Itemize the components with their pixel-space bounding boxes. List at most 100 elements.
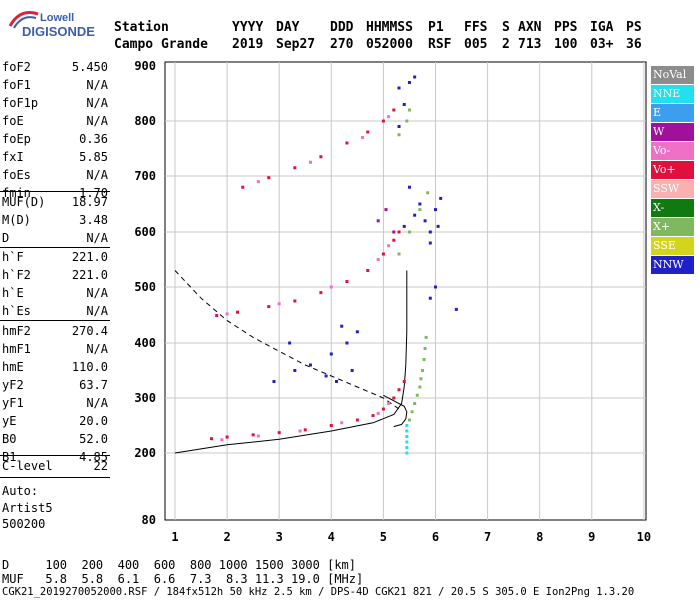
echo-point — [407, 418, 411, 422]
x-tick-label: 1 — [171, 530, 178, 544]
param-name: B1 — [2, 450, 17, 464]
echo-point — [256, 434, 260, 438]
echo-point — [397, 133, 401, 137]
echo-point — [376, 411, 380, 415]
param-row: fxI 5.85 — [2, 150, 108, 168]
echo-point — [454, 307, 458, 311]
param-value: 1.70 — [79, 186, 108, 200]
echo-point — [402, 103, 406, 106]
echo-point — [225, 312, 229, 316]
param-name: yF1 — [2, 396, 24, 410]
legend-item: Vo+ — [651, 161, 694, 179]
header-ffs-label: FFS — [464, 20, 488, 35]
param-row: hmF1 N/A — [2, 342, 108, 360]
param-name: M(D) — [2, 213, 31, 227]
param-row: foF1p N/A — [2, 96, 108, 114]
echo-point — [426, 191, 430, 195]
divider — [0, 455, 110, 456]
echo-point — [277, 302, 281, 306]
model-curves — [174, 270, 408, 454]
param-value: N/A — [86, 168, 108, 182]
echo-point — [402, 224, 406, 228]
digisonde-logo-icon — [8, 11, 39, 29]
param-name: h`F — [2, 250, 24, 264]
param-row: C-level 22 — [2, 459, 108, 477]
y-axis: 80 200 300 400 500 600 700 800 900 — [134, 59, 156, 527]
echo-point — [335, 380, 339, 383]
echo-point — [407, 230, 411, 234]
param-value: 270.4 — [71, 324, 108, 338]
echo-point — [256, 180, 260, 184]
param-value: N/A — [86, 286, 108, 300]
param-value: N/A — [86, 342, 108, 356]
param-row: h`F 221.0 — [2, 250, 108, 268]
header-p1-label: P1 — [428, 20, 444, 35]
echo-point — [381, 407, 385, 411]
echo-point — [405, 451, 409, 455]
echo-point — [345, 341, 349, 345]
param-value: 5.85 — [79, 150, 108, 164]
param-row: foF2 5.450 — [2, 60, 108, 78]
auto-code: 500200 — [2, 517, 46, 531]
echo-point — [387, 115, 391, 119]
x-tick-label: 10 — [637, 530, 651, 544]
y-tick-label: 300 — [134, 391, 156, 405]
param-row: hmF2 270.4 — [2, 324, 108, 342]
header-ddd-label: DDD — [330, 20, 354, 35]
muf-row: MUF 5.8 5.8 6.1 6.6 7.3 8.3 11.3 19.0 [M… — [2, 572, 364, 586]
param-value: N/A — [86, 304, 108, 318]
header-s-value: 2 — [502, 37, 510, 52]
legend-item: SSW — [651, 180, 694, 198]
param-row: h`F2 221.0 — [2, 268, 108, 286]
echo-point — [366, 269, 370, 272]
grid — [165, 62, 646, 520]
echo-point — [272, 380, 276, 383]
echo-point — [418, 208, 422, 212]
echo-point — [308, 160, 312, 164]
distance-row: D 100 200 400 600 800 1000 1500 3000 [km… — [2, 558, 357, 572]
echo-point — [410, 410, 414, 414]
header-ps-label: PS — [626, 20, 642, 35]
echo-point — [319, 291, 323, 295]
param-value: N/A — [86, 96, 108, 110]
echo-point — [413, 213, 417, 217]
echo-point — [407, 108, 411, 112]
echo-point — [419, 377, 423, 381]
legend-item: X+ — [651, 218, 694, 236]
param-row: B0 52.0 — [2, 432, 108, 450]
param-row: M(D) 3.48 — [2, 213, 108, 231]
param-name: yE — [2, 414, 17, 428]
echo-point — [407, 185, 411, 189]
x-tick-label: 3 — [276, 530, 283, 544]
param-row: h`E N/A — [2, 286, 108, 304]
echo-point — [405, 440, 409, 444]
param-value: 52.0 — [79, 432, 108, 446]
echo-point — [387, 402, 391, 405]
param-row: MUF(D) 18.97 — [2, 195, 108, 213]
echo-point — [424, 335, 428, 339]
curve-model-x — [383, 394, 408, 428]
echo-point — [384, 208, 388, 212]
echo-point — [397, 252, 401, 256]
header-station-label: Station — [114, 20, 169, 35]
legend-item: X- — [651, 199, 694, 217]
echo-point — [405, 424, 409, 427]
echo-point — [376, 219, 380, 223]
echo-point — [293, 369, 297, 372]
echo-point — [413, 402, 417, 405]
param-name: fmin — [2, 186, 31, 200]
param-row: yE 20.0 — [2, 414, 108, 432]
echo-point — [277, 431, 281, 435]
param-name: D — [2, 231, 10, 245]
echo-point — [397, 388, 401, 392]
echo-point — [397, 86, 401, 90]
y-tick-label: 900 — [134, 59, 156, 73]
curve-model-dashed — [174, 270, 400, 410]
param-value: N/A — [86, 78, 108, 92]
param-name: yF2 — [2, 378, 24, 392]
legend-item: SSE — [651, 237, 694, 255]
param-value: 221.0 — [71, 250, 108, 264]
param-row: h`Es N/A — [2, 304, 108, 322]
header-time-value: 052000 — [366, 37, 413, 52]
